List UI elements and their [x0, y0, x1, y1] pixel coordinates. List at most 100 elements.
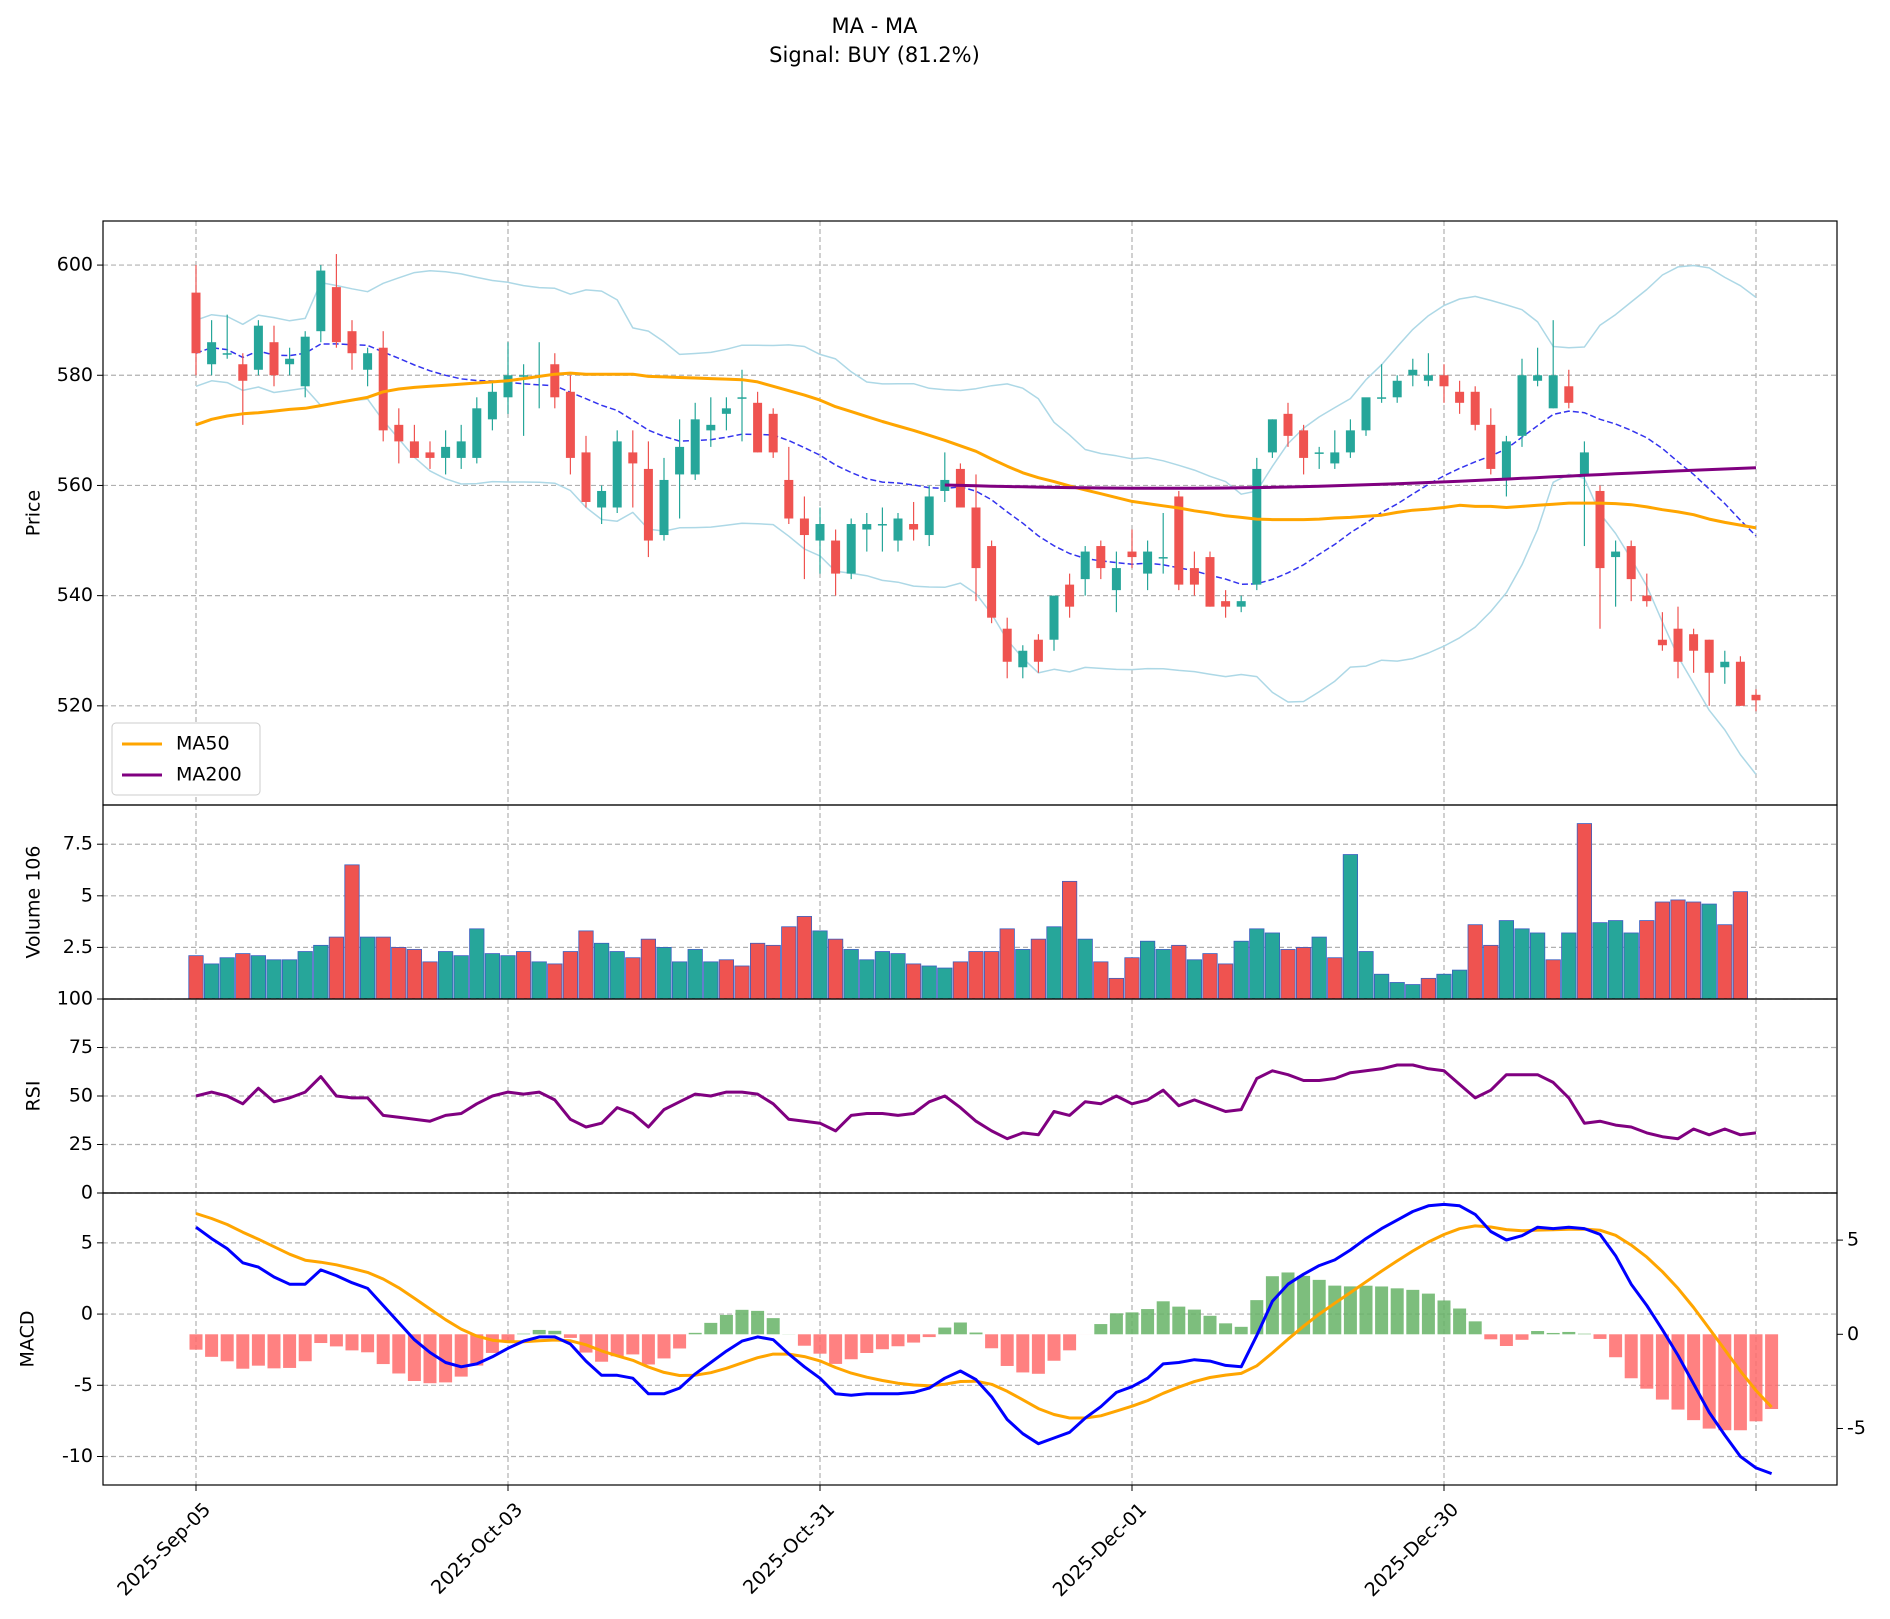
- volume-bar: [1576, 823, 1592, 1000]
- histogram-bar-positive: [1359, 1285, 1373, 1335]
- candle-body-down: [1689, 634, 1699, 651]
- histogram-bar-negative: [626, 1334, 640, 1355]
- histogram-bar-positive: [719, 1314, 733, 1335]
- candle-body-down: [1455, 391, 1465, 403]
- histogram-bar-positive: [751, 1310, 765, 1335]
- volume-bar: [796, 916, 813, 1000]
- candle-body-down: [1033, 639, 1043, 662]
- histogram-bar-negative: [595, 1334, 609, 1362]
- histogram-bar-negative: [985, 1334, 999, 1349]
- macd-tick-label: 5: [81, 1231, 93, 1253]
- bollinger-upper-band: [195, 264, 1757, 495]
- price-panel-frame: [102, 220, 1838, 806]
- histogram-bar-negative: [376, 1334, 390, 1365]
- volume-bar: [1124, 957, 1140, 1000]
- histogram-bar-negative: [813, 1334, 827, 1354]
- volume-bar: [1686, 901, 1702, 1000]
- candle-body-down: [1002, 628, 1012, 662]
- histogram-bar-positive: [1141, 1309, 1155, 1335]
- histogram-bar-positive: [1234, 1326, 1248, 1335]
- candle-body-down: [1751, 694, 1761, 701]
- candle-body-up: [924, 496, 934, 536]
- volume-bar: [1732, 891, 1748, 1000]
- candle-body-up: [1548, 375, 1558, 409]
- candle-body-down: [1626, 546, 1636, 580]
- volume-bar: [1171, 944, 1187, 1000]
- volume-bar: [828, 938, 844, 1000]
- candle-body-up: [1158, 557, 1168, 559]
- volume-bar: [1545, 959, 1561, 1000]
- candle-body-down: [909, 524, 919, 530]
- volume-bar: [375, 936, 391, 1000]
- volume-bar: [656, 947, 672, 1000]
- volume-bar: [1374, 973, 1390, 1000]
- rsi-axis-label: RSI: [23, 1081, 45, 1112]
- volume-bar: [422, 961, 438, 1000]
- histogram-bar-negative: [1031, 1334, 1045, 1374]
- volume-bar: [609, 951, 625, 1000]
- candle-body-up: [1611, 551, 1621, 558]
- histogram-bar-positive: [1109, 1313, 1123, 1335]
- x-tick-label: 2025-Sep-05: [113, 1499, 215, 1601]
- histogram-bar-negative: [1733, 1334, 1747, 1431]
- volume-bar: [750, 942, 766, 1000]
- histogram-bar-negative: [1593, 1334, 1607, 1339]
- candle-body-up: [1049, 595, 1059, 640]
- histogram-bar-positive: [1468, 1321, 1482, 1335]
- candle-body-up: [285, 358, 295, 365]
- histogram-bar-positive: [1312, 1279, 1326, 1335]
- candle-body-up: [862, 524, 872, 530]
- volume-bar: [453, 955, 469, 1000]
- candle-body-up: [300, 336, 310, 387]
- histogram-bar-negative: [236, 1334, 250, 1369]
- histogram-bar-negative: [314, 1334, 328, 1344]
- histogram-bar-positive: [704, 1322, 718, 1335]
- candle-body-up: [706, 424, 716, 431]
- volume-bar: [1561, 932, 1577, 1000]
- volume-bar: [999, 928, 1015, 1000]
- histogram-bar-negative: [1640, 1334, 1654, 1389]
- candle-body-up: [1408, 369, 1418, 376]
- x-tick-label: 2025-Dec-01: [1049, 1499, 1152, 1602]
- volume-bar: [1155, 949, 1171, 1000]
- candle-body-up: [893, 518, 903, 541]
- histogram-bar-positive: [532, 1329, 546, 1335]
- candle-body-down: [643, 468, 653, 541]
- histogram-bar-positive: [1577, 1333, 1591, 1335]
- histogram-bar-negative: [345, 1334, 359, 1351]
- candle-body-up: [737, 397, 747, 399]
- candle-body-down: [565, 391, 575, 458]
- candle-body-up: [1252, 468, 1262, 585]
- volume-bar: [1420, 977, 1436, 1000]
- chart-subtitle: Signal: BUY (81.2%): [769, 43, 980, 67]
- volume-bar: [1436, 973, 1452, 1000]
- volume-bar: [1311, 936, 1327, 1000]
- histogram-bar-negative: [501, 1334, 515, 1342]
- candle-body-down: [1595, 490, 1605, 569]
- histogram-bar-positive: [1390, 1288, 1404, 1335]
- volume-bar: [516, 951, 532, 1000]
- candle-body-down: [269, 342, 279, 376]
- volume-bar: [578, 930, 594, 1000]
- candle-body-up: [721, 408, 731, 414]
- candle-body-down: [347, 331, 357, 354]
- histogram-bar-negative: [1515, 1334, 1529, 1340]
- volume-bar: [968, 951, 984, 1000]
- volume-bar: [281, 959, 298, 1000]
- candle-body-up: [1236, 601, 1246, 607]
- volume-bar: [890, 953, 906, 1000]
- histogram-bar-positive: [766, 1318, 780, 1335]
- volume-tick-label: 5: [81, 884, 93, 906]
- candle-body-up: [222, 353, 232, 355]
- histogram-bar-positive: [969, 1332, 983, 1335]
- candle-body-down: [1299, 430, 1309, 458]
- volume-bar: [1249, 928, 1265, 1000]
- volume-bar: [547, 963, 563, 1000]
- volume-bar: [1264, 932, 1280, 1000]
- histogram-bar-positive: [1250, 1300, 1264, 1335]
- volume-bar: [906, 963, 922, 1000]
- histogram-bar-negative: [454, 1334, 468, 1377]
- volume-bar: [1639, 920, 1655, 1000]
- volume-bar: [1483, 944, 1499, 1000]
- histogram-bar-negative: [1655, 1334, 1669, 1400]
